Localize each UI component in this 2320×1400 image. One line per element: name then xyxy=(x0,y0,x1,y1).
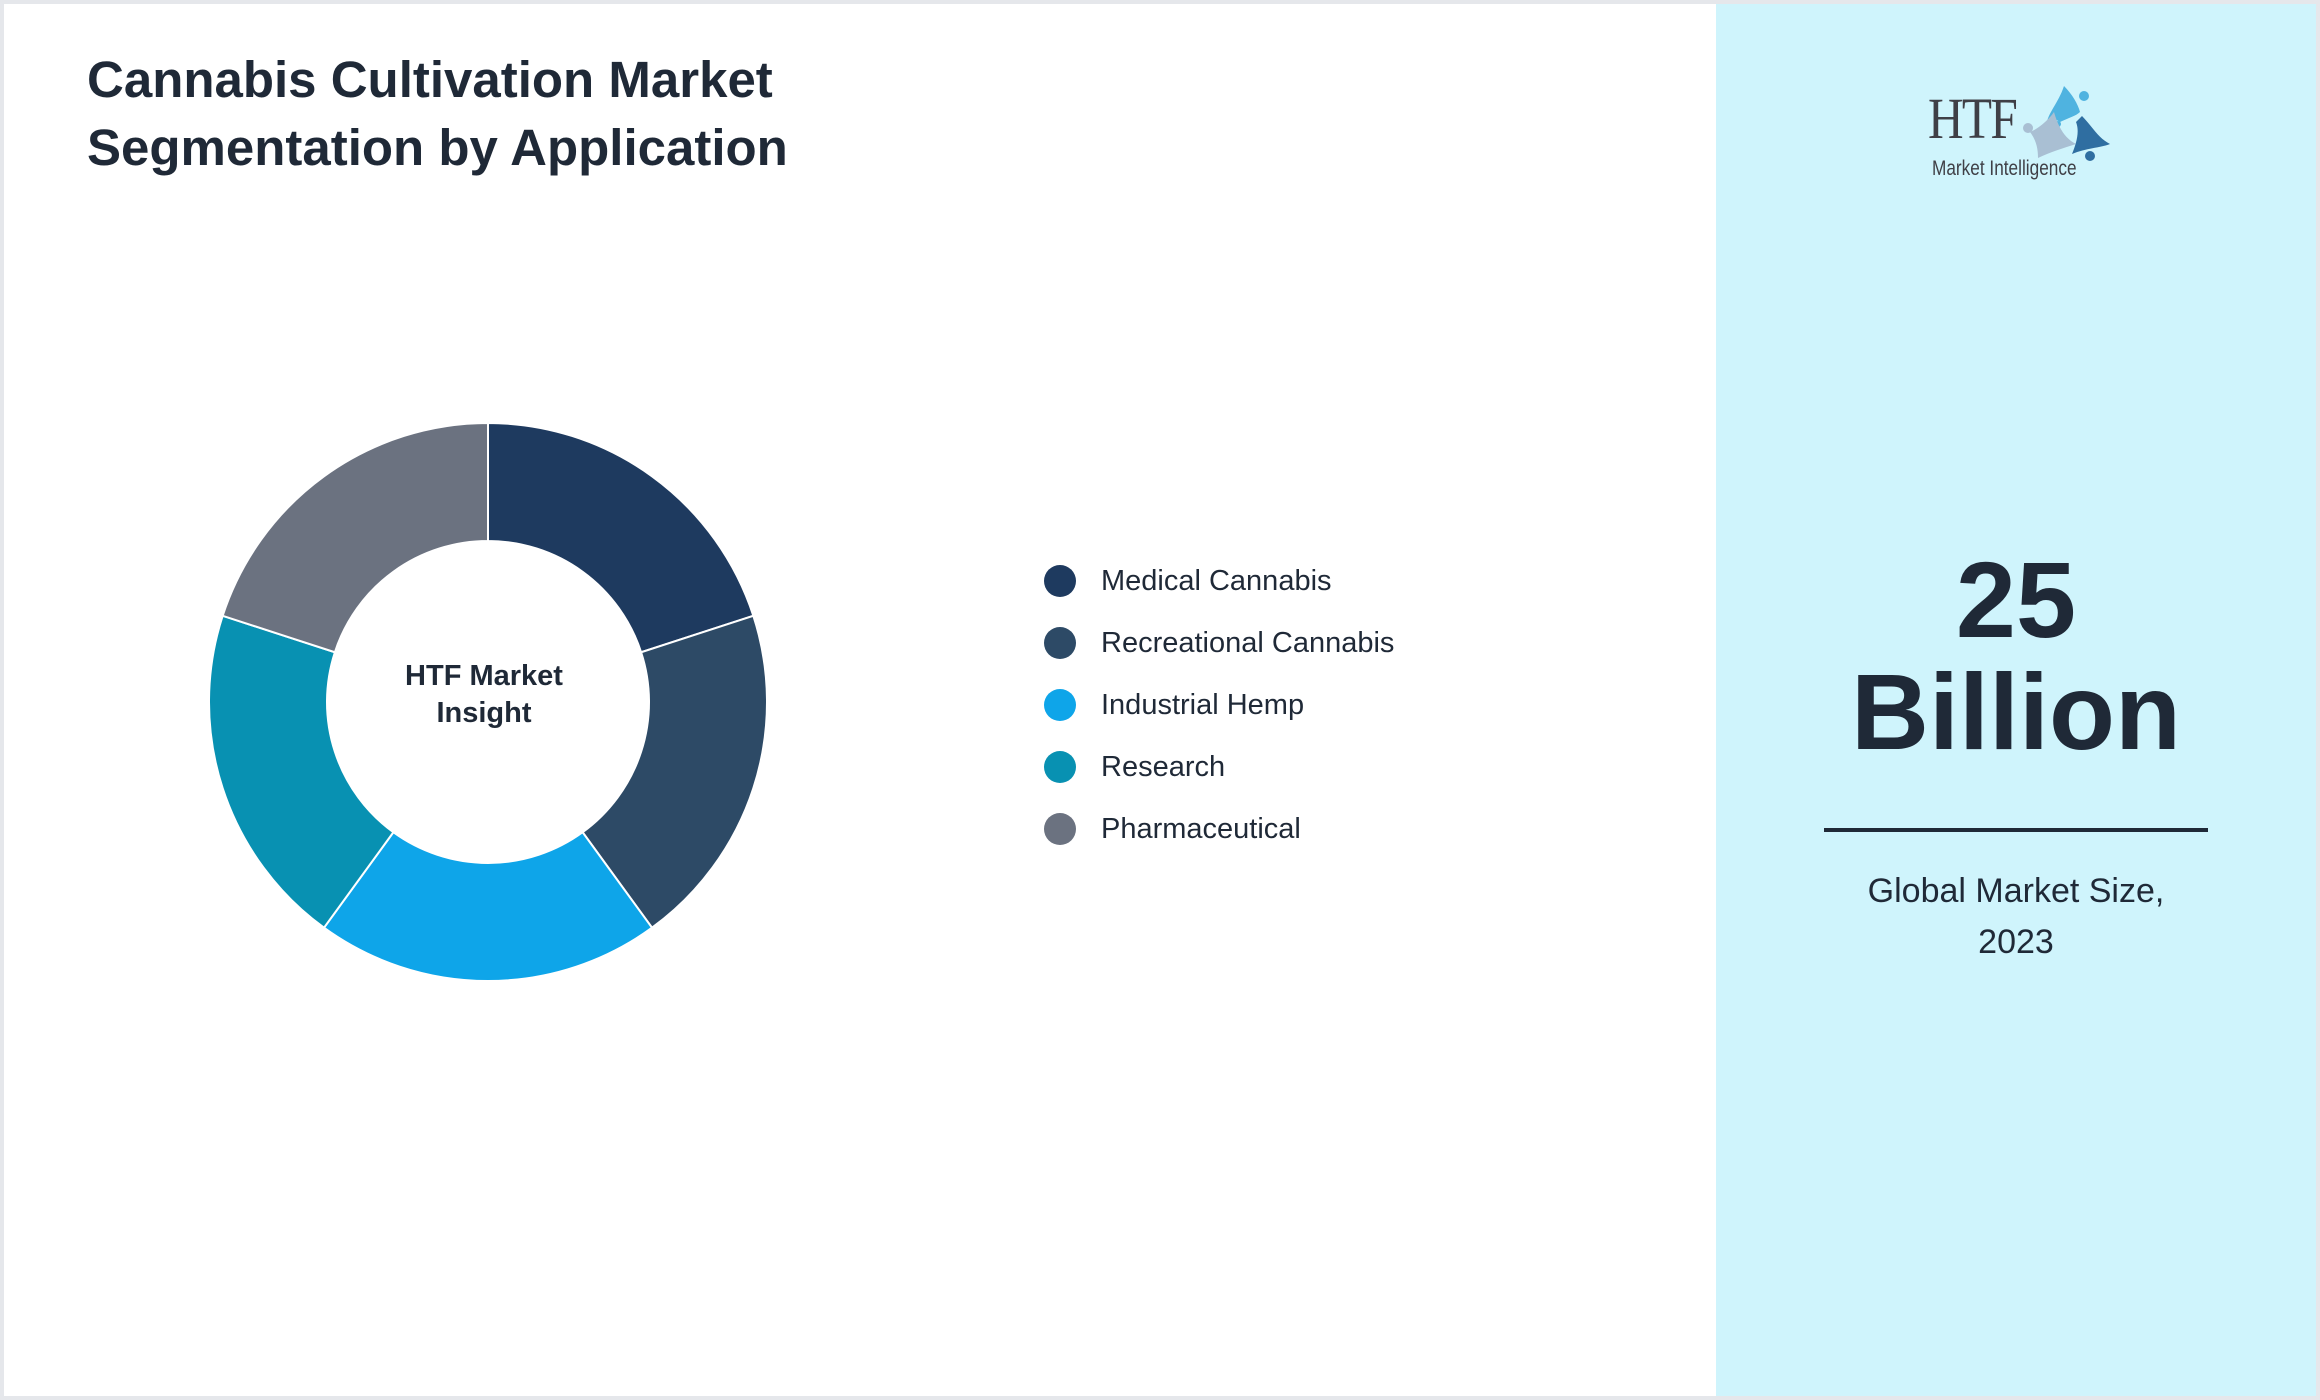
donut-segment-pharmaceutical[interactable] xyxy=(221,421,489,654)
legend-label: Recreational Cannabis xyxy=(1101,626,1395,659)
donut-segment-industrial-hemp[interactable] xyxy=(322,830,654,982)
legend-label: Industrial Hemp xyxy=(1101,688,1305,721)
divider-line xyxy=(1824,828,2208,832)
legend-label: Medical Cannabis xyxy=(1101,564,1332,597)
donut-chart: HTF Market Insight xyxy=(4,4,1000,1100)
logo-people-circle-icon xyxy=(2023,86,2110,161)
donut-chart-svg xyxy=(208,421,768,982)
logo-wordmark: HTF xyxy=(1928,86,2018,151)
chart-legend: Medical Cannabis Recreational Cannabis I… xyxy=(1044,550,1394,860)
legend-dot-icon xyxy=(1044,689,1076,721)
market-size-caption: Global Market Size, 2023 xyxy=(1716,866,2316,968)
legend-item-recreational-cannabis[interactable]: Recreational Cannabis xyxy=(1044,612,1394,674)
legend-label: Pharmaceutical xyxy=(1101,812,1301,845)
donut-center-line-1: HTF Market xyxy=(405,660,563,692)
legend-dot-icon xyxy=(1044,565,1076,597)
legend-item-industrial-hemp[interactable]: Industrial Hemp xyxy=(1044,674,1394,736)
donut-center-label: HTF Market Insight xyxy=(384,658,584,732)
legend-dot-icon xyxy=(1044,751,1076,783)
legend-item-research[interactable]: Research xyxy=(1044,736,1394,798)
legend-item-medical-cannabis[interactable]: Medical Cannabis xyxy=(1044,550,1394,612)
title-line-2: Segmentation by Application xyxy=(87,119,788,176)
legend-item-pharmaceutical[interactable]: Pharmaceutical xyxy=(1044,798,1394,860)
donut-center-line-2: Insight xyxy=(436,697,532,729)
htf-logo: HTF Market Intelligence xyxy=(1924,82,2114,182)
donut-segment-research[interactable] xyxy=(208,614,395,930)
title-line-1: Cannabis Cultivation Market xyxy=(87,51,773,108)
page-frame: Cannabis Cultivation Market Segmentation… xyxy=(4,4,2316,1396)
legend-dot-icon xyxy=(1044,813,1076,845)
legend-label: Research xyxy=(1101,750,1226,783)
page-title: Cannabis Cultivation Market Segmentation… xyxy=(87,46,987,182)
donut-segment-recreational-cannabis[interactable] xyxy=(581,614,768,930)
market-size-unit: Billion xyxy=(1851,651,2181,772)
donut-segment-medical-cannabis[interactable] xyxy=(487,421,755,654)
caption-line-1: Global Market Size, xyxy=(1867,872,2165,910)
market-size-panel: HTF Market Intelligence 25 Billion Globa… xyxy=(1716,4,2316,1396)
caption-line-2: 2023 xyxy=(1978,923,2054,961)
market-size-number: 25 xyxy=(1955,539,2077,660)
market-size-value: 25 Billion xyxy=(1716,544,2316,768)
legend-dot-icon xyxy=(1044,627,1076,659)
logo-tagline: Market Intelligence xyxy=(1932,157,2077,180)
